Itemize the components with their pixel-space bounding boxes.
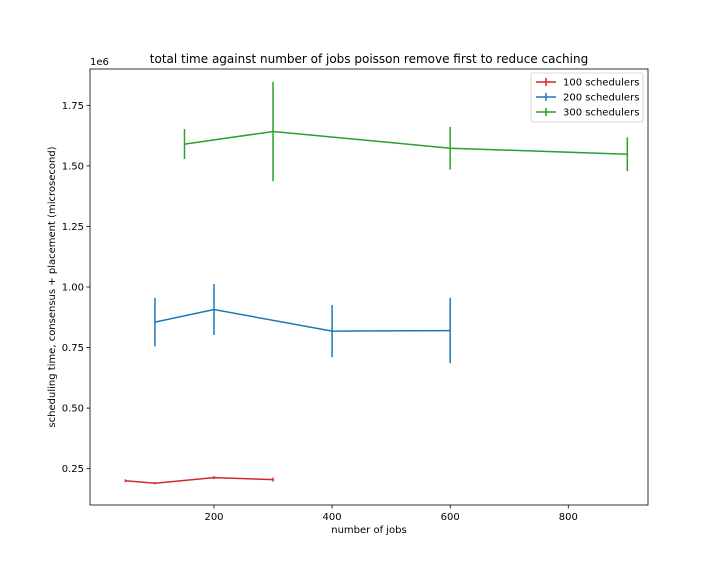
legend-label-2: 200 schedulers <box>563 93 639 104</box>
y-tick-label: 0.75 <box>62 343 84 354</box>
series-line-1 <box>125 476 274 484</box>
y-scale-label: 1e6 <box>90 57 109 68</box>
chart-title: total time against number of jobs poisso… <box>150 52 588 66</box>
x-tick-label: 400 <box>323 512 342 523</box>
series-line-3 <box>184 130 628 156</box>
plot-area <box>124 81 629 485</box>
legend: 100 schedulers 200 schedulers 300 schedule… <box>530 72 644 123</box>
x-axis-label: number of jobs <box>331 525 406 536</box>
x-tick-label: 200 <box>204 512 223 523</box>
legend-label-3: 300 schedulers <box>563 108 639 119</box>
legend-label-1: 100 schedulers <box>563 78 639 89</box>
y-tick-label: 0.25 <box>62 464 84 475</box>
legend-box <box>530 72 644 123</box>
axes-frame <box>89 68 649 506</box>
y-tick-label: 1.75 <box>62 101 84 112</box>
y-tick-label: 1.00 <box>62 283 84 294</box>
y-tick-label: 0.50 <box>62 404 84 415</box>
series-line-2 <box>154 308 451 332</box>
axes: 200 400 600 800 0.25 0.50 0.75 1.00 1.25 1.50 1.75 <box>62 68 649 523</box>
x-tick-label: 800 <box>559 512 578 523</box>
y-axis-label: scheduling time, consensus + placement (… <box>47 146 58 427</box>
y-tick-label: 1.50 <box>62 161 84 172</box>
y-tick-label: 1.25 <box>62 222 84 233</box>
x-tick-label: 600 <box>441 512 460 523</box>
